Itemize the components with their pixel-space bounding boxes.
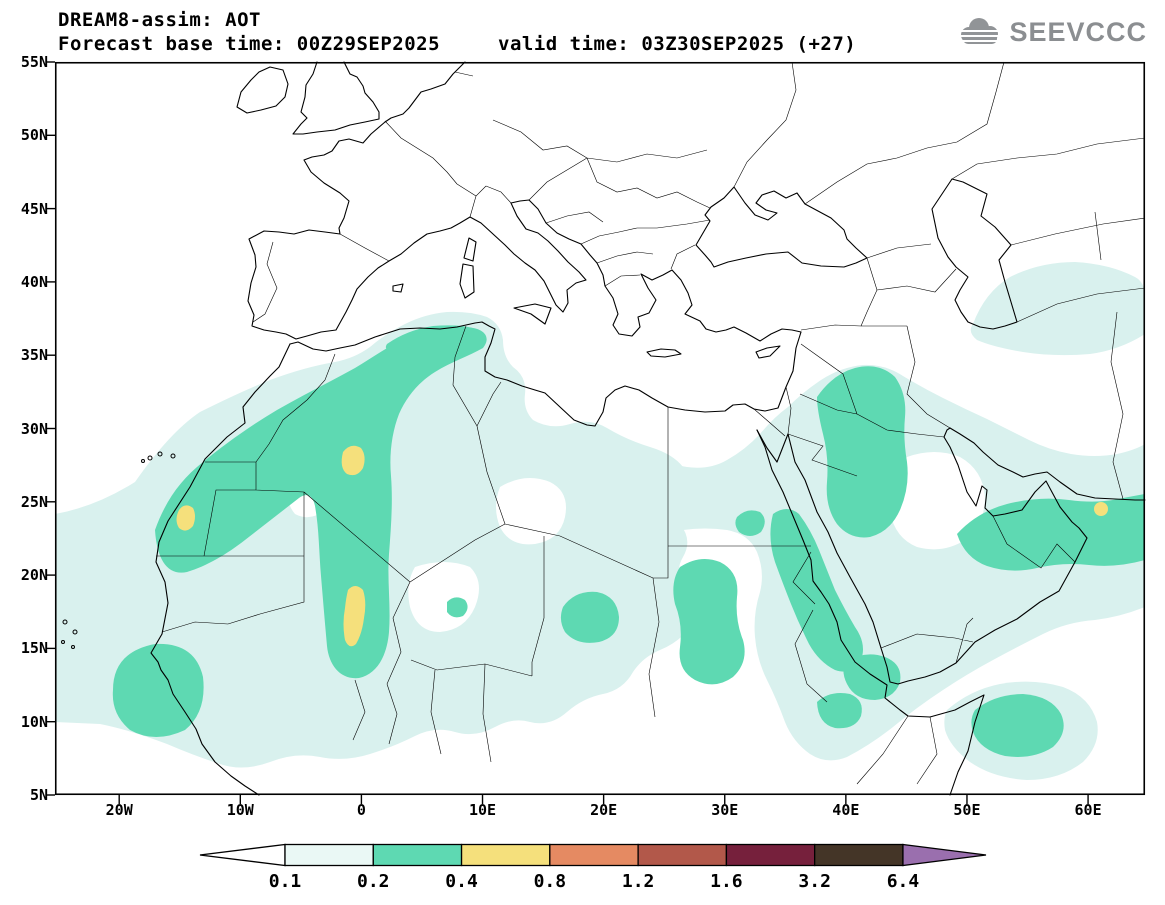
colorbar-tick-label: 3.2 bbox=[798, 871, 831, 892]
lat-tick-label: 5N bbox=[29, 786, 48, 804]
lat-tick-label: 30N bbox=[20, 419, 48, 438]
map-area bbox=[46, 61, 1146, 804]
lon-tick-label: 0 bbox=[356, 801, 366, 819]
colorbar-segment-4 bbox=[637, 843, 728, 867]
coast-caspian bbox=[931, 178, 1018, 330]
colorbar-tick-label: 6.4 bbox=[886, 871, 920, 892]
cloud-icon bbox=[960, 18, 999, 44]
lat-tick-label: 40N bbox=[20, 272, 48, 291]
island-cyprus bbox=[755, 345, 781, 359]
valid-time: valid time: 03Z30SEP2025 (+27) bbox=[498, 33, 857, 55]
longitude-axis: 20W 10W 0 10E 20E 30E 40E 50E 60E bbox=[55, 801, 1145, 821]
colorbar-left-arrow bbox=[199, 843, 286, 867]
lon-tick-label: 10E bbox=[468, 801, 497, 819]
country-borders bbox=[156, 61, 1146, 785]
forecast-base-time: Forecast base time: 00Z29SEP2025 bbox=[58, 33, 441, 55]
colorbar-segment-2 bbox=[460, 843, 551, 867]
forecast-time-line: Forecast base time: 00Z29SEP2025 valid t… bbox=[58, 33, 856, 55]
colorbar-tick-label: 0.2 bbox=[357, 871, 390, 892]
colorbar-segment-1 bbox=[372, 843, 463, 867]
lat-tick-label: 25N bbox=[20, 492, 48, 511]
coastlines bbox=[61, 61, 1146, 796]
lat-tick-label: 10N bbox=[20, 712, 48, 731]
colorbar-tick-label: 1.6 bbox=[710, 871, 743, 892]
lon-tick-label: 20E bbox=[590, 801, 618, 819]
map-canvas bbox=[46, 61, 1146, 804]
island-mallorca bbox=[392, 283, 404, 293]
coast-africa-west bbox=[150, 343, 291, 796]
lat-tick-label: 15N bbox=[20, 639, 48, 658]
aot-shading-teal bbox=[112, 325, 1145, 757]
axis-ticks bbox=[46, 61, 1089, 804]
lon-tick-label: 10W bbox=[226, 801, 254, 819]
colorbar-labels: 0.1 0.2 0.4 0.8 1.2 1.6 3.2 6.4 bbox=[198, 871, 988, 893]
island-corsica bbox=[463, 237, 477, 262]
lat-tick-label: 20N bbox=[20, 566, 48, 585]
lat-tick-label: 35N bbox=[20, 346, 48, 365]
colorbar-segment-3 bbox=[549, 843, 639, 867]
colorbar-segment-0 bbox=[284, 843, 374, 867]
coast-britain bbox=[292, 61, 380, 135]
coast-red-sea-west bbox=[756, 429, 985, 796]
lon-tick-label: 50E bbox=[953, 801, 981, 819]
lon-tick-label: 60E bbox=[1074, 801, 1102, 819]
island-crete bbox=[646, 348, 682, 358]
lat-tick-label: 55N bbox=[20, 53, 48, 71]
island-sardinia bbox=[459, 263, 475, 299]
coast-iran-gulf bbox=[949, 427, 1146, 501]
map-frame bbox=[54, 61, 1146, 796]
latitude-axis: 55N 50N 45N 40N 35N 30N 25N 20N 15N 10N 5N bbox=[6, 53, 50, 804]
coast-sinai-arabia bbox=[756, 427, 1088, 685]
coast-europe bbox=[247, 61, 802, 342]
colorbar-tick-label: 0.4 bbox=[445, 871, 478, 892]
colorbar-tick-label: 1.2 bbox=[621, 871, 655, 892]
colorbar-tick-label: 0.8 bbox=[533, 871, 567, 892]
aot-shading-yellow bbox=[176, 445, 1108, 647]
island-sicily bbox=[513, 303, 552, 325]
colorbar-segment-6 bbox=[814, 843, 904, 867]
colorbar-segment-5 bbox=[725, 843, 816, 867]
islands-cape-verde bbox=[61, 619, 78, 649]
coast-ireland bbox=[236, 66, 289, 114]
islands-canary bbox=[141, 451, 176, 463]
page-title: DREAM8-assim: AOT bbox=[58, 9, 261, 31]
lon-tick-label: 20W bbox=[105, 801, 133, 819]
lon-tick-label: 40E bbox=[832, 801, 860, 819]
lat-tick-label: 45N bbox=[20, 199, 48, 218]
seevccc-logo: SEEVCCC bbox=[956, 16, 1147, 48]
coast-black-sea bbox=[695, 186, 868, 268]
lat-tick-label: 50N bbox=[20, 126, 48, 145]
logo-text: SEEVCCC bbox=[1009, 16, 1147, 47]
colorbar-right-arrow bbox=[902, 843, 987, 867]
coast-africa-north bbox=[289, 321, 802, 427]
lon-tick-label: 30E bbox=[711, 801, 739, 819]
colorbar bbox=[198, 843, 988, 867]
colorbar-tick-label: 0.1 bbox=[268, 871, 302, 892]
colorbar-canvas bbox=[199, 843, 987, 867]
